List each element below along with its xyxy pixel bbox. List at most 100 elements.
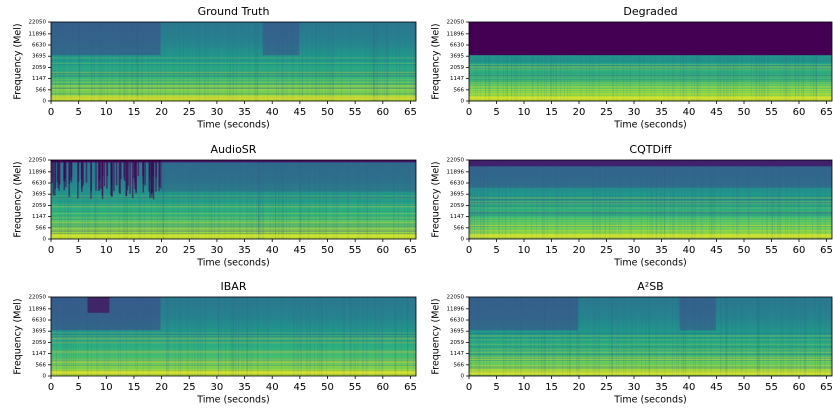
texture — [84, 160, 86, 239]
texture — [232, 297, 234, 376]
spectrogram-region — [151, 160, 153, 198]
spectrogram-region — [152, 160, 154, 193]
texture — [372, 22, 374, 101]
texture — [75, 297, 77, 376]
texture — [349, 297, 351, 376]
spectrogram-region — [129, 160, 131, 194]
texture — [659, 160, 661, 239]
y-axis-label: Frequency (Mel) — [431, 298, 442, 374]
texture — [469, 76, 832, 78]
texture — [51, 364, 416, 366]
texture — [469, 356, 832, 358]
texture — [711, 160, 713, 239]
texture — [51, 81, 416, 83]
texture — [51, 198, 416, 200]
texture — [747, 160, 749, 239]
texture — [543, 297, 545, 376]
texture — [469, 335, 832, 337]
x-tick-label: 15 — [545, 382, 558, 393]
texture — [263, 160, 265, 239]
texture — [301, 297, 302, 376]
texture — [695, 297, 697, 376]
spectrogram — [51, 22, 416, 101]
texture — [481, 160, 483, 239]
texture — [393, 160, 395, 239]
texture — [63, 297, 65, 376]
texture — [805, 160, 807, 239]
x-tick-label: 0 — [48, 245, 54, 256]
spectrogram — [51, 297, 416, 376]
texture — [73, 297, 74, 376]
y-tick-label: 1147 — [450, 351, 464, 357]
texture — [300, 160, 302, 239]
texture — [51, 351, 416, 353]
texture — [798, 160, 799, 239]
texture — [815, 22, 817, 101]
texture — [469, 350, 832, 352]
texture — [785, 160, 786, 239]
x-tick-label: 65 — [404, 245, 417, 256]
texture — [251, 297, 253, 376]
texture — [95, 160, 97, 239]
y-tick-label: 6630 — [32, 318, 46, 324]
texture — [751, 22, 753, 101]
x-tick-label: 5 — [493, 245, 499, 256]
texture — [298, 22, 300, 101]
texture — [469, 354, 832, 356]
texture — [599, 160, 600, 239]
texture — [51, 223, 416, 225]
texture — [589, 22, 591, 101]
texture — [51, 349, 416, 351]
texture — [135, 297, 137, 376]
y-tick-label: 2059 — [32, 65, 46, 71]
plot-frame — [468, 296, 833, 377]
texture — [309, 297, 310, 376]
texture — [810, 22, 812, 101]
panel-title: Ground Truth — [198, 5, 270, 18]
texture — [798, 22, 800, 101]
texture — [257, 297, 258, 376]
texture — [232, 22, 234, 101]
texture — [303, 160, 305, 239]
texture — [51, 196, 416, 198]
y-tick-label: 1147 — [450, 214, 464, 220]
texture — [96, 160, 98, 239]
x-tick-label: 15 — [128, 107, 141, 118]
texture — [774, 160, 775, 239]
x-tick-label: 50 — [738, 382, 751, 393]
texture — [817, 160, 819, 239]
spectrogram-region — [64, 160, 66, 182]
texture — [248, 22, 250, 101]
texture — [661, 160, 663, 239]
texture — [762, 160, 763, 239]
texture — [654, 22, 656, 101]
texture — [469, 99, 832, 100]
texture — [469, 86, 832, 88]
texture — [672, 22, 673, 101]
texture — [205, 297, 206, 376]
texture — [578, 297, 580, 376]
texture — [469, 224, 832, 226]
texture — [307, 160, 309, 239]
texture — [469, 234, 832, 238]
texture — [51, 87, 416, 89]
texture — [718, 22, 720, 101]
texture — [357, 297, 359, 376]
texture — [594, 297, 596, 376]
texture — [51, 366, 416, 367]
texture — [469, 364, 832, 366]
texture — [568, 297, 570, 376]
spectrogram-region — [469, 160, 832, 188]
texture — [800, 297, 802, 376]
texture — [474, 160, 475, 239]
texture — [757, 297, 759, 376]
texture — [736, 22, 738, 101]
texture — [68, 297, 70, 376]
texture — [51, 364, 416, 366]
spectrogram-region — [152, 160, 155, 177]
texture — [525, 160, 527, 239]
y-tick-label: 3695 — [32, 192, 46, 198]
x-tick-label: 60 — [376, 107, 389, 118]
texture — [343, 297, 345, 376]
x-tick-label: 55 — [349, 382, 362, 393]
